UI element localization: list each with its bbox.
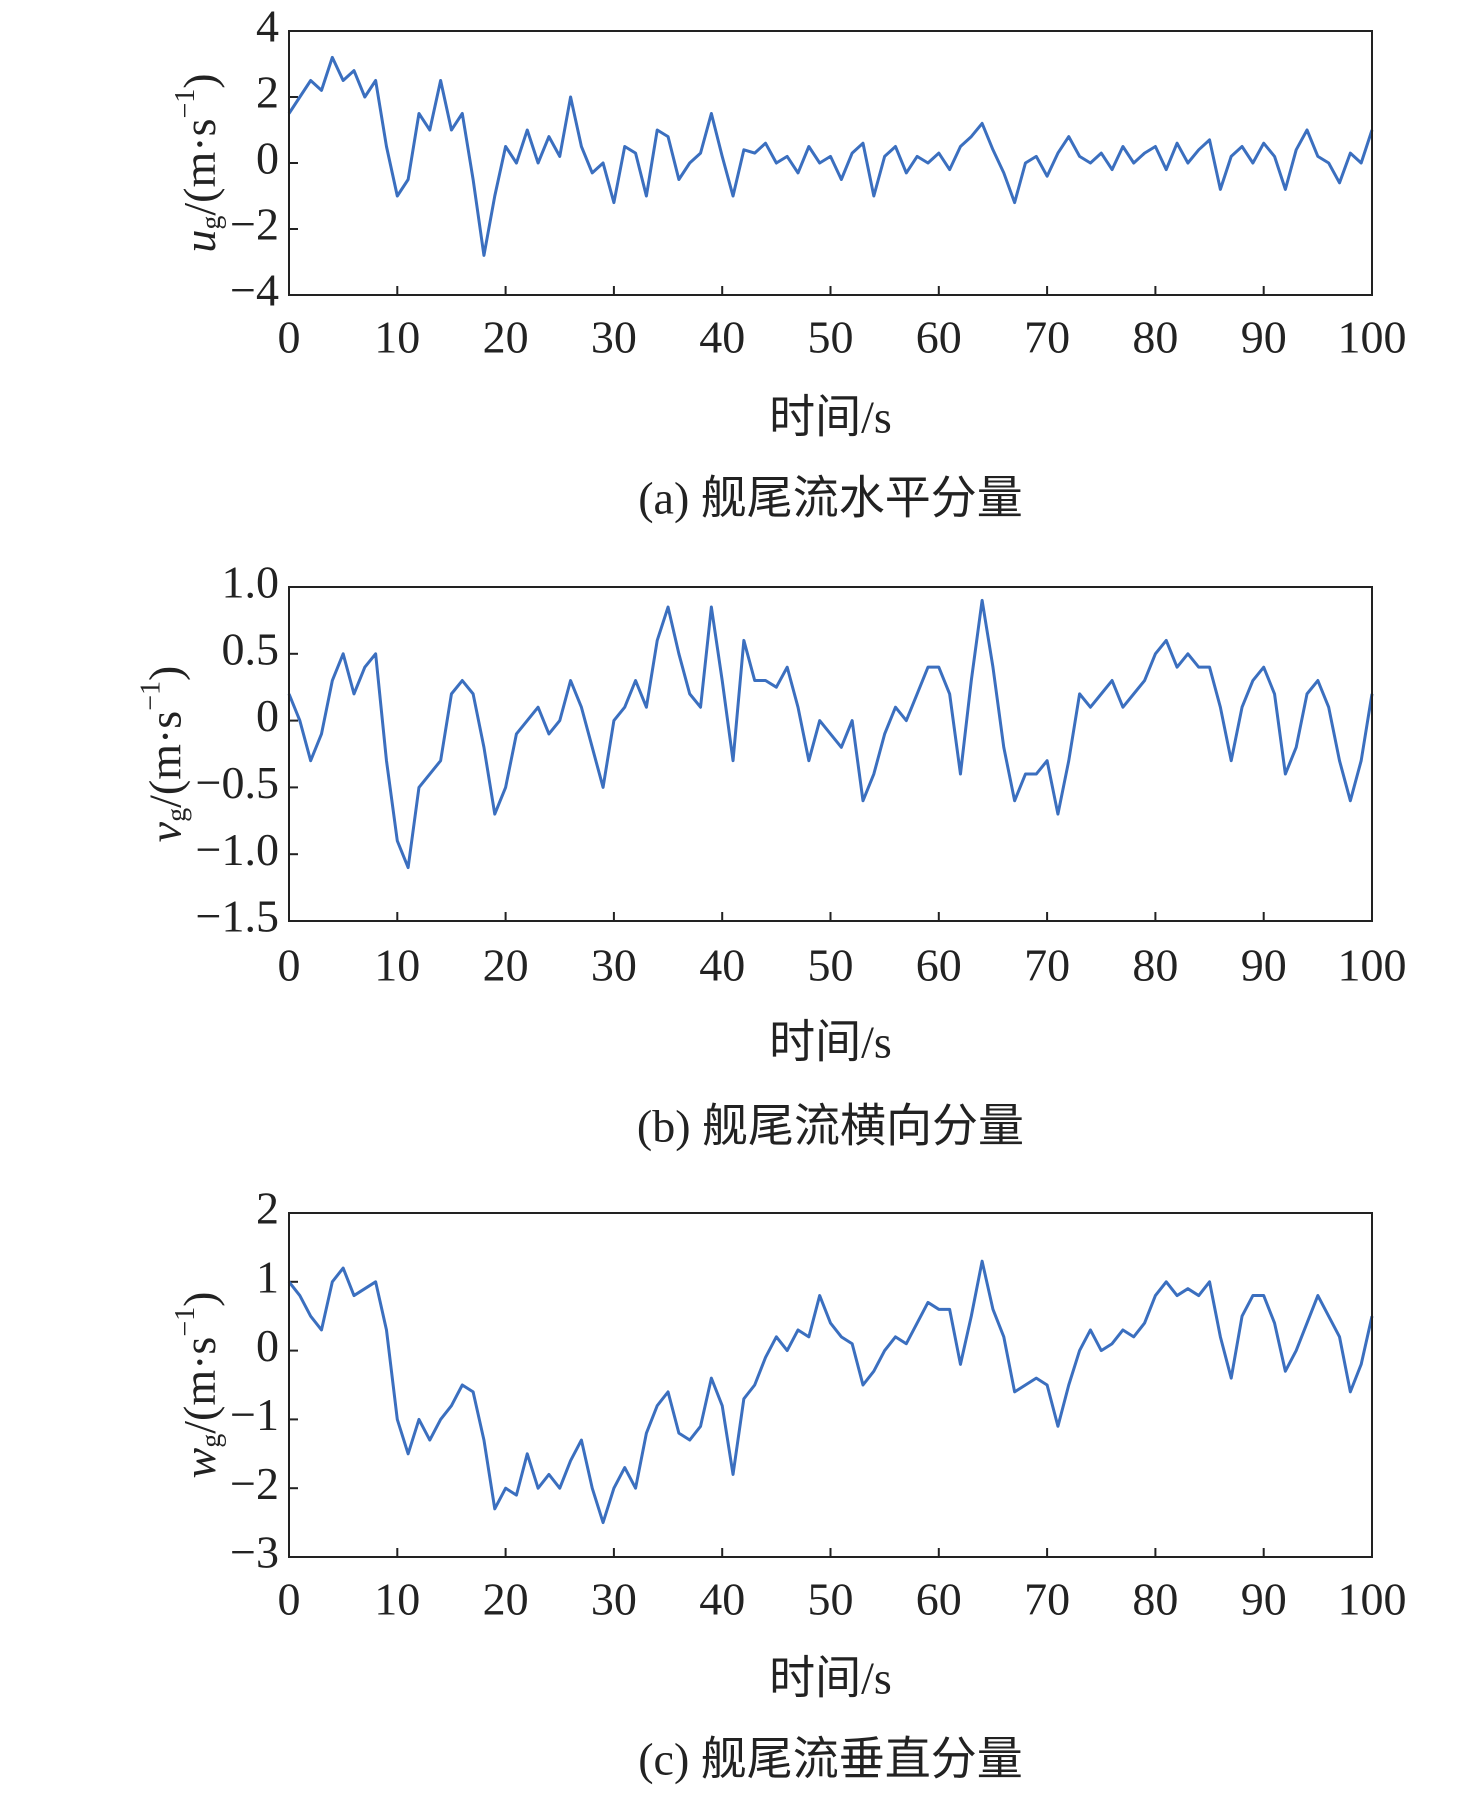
x-tick-label: 100 bbox=[1338, 312, 1407, 363]
x-tick-label: 30 bbox=[591, 940, 637, 991]
x-tick-label: 70 bbox=[1024, 312, 1070, 363]
y-label-symbol: v bbox=[139, 821, 190, 842]
y-label-symbol: w bbox=[174, 1447, 225, 1478]
x-tick-label: 10 bbox=[374, 312, 420, 363]
y-label-unit: /(m·s bbox=[139, 711, 190, 808]
x-tick-label: 80 bbox=[1132, 312, 1178, 363]
y-label-sub: g bbox=[196, 216, 227, 230]
x-tick-label: 90 bbox=[1241, 1574, 1287, 1625]
x-tick-label: 40 bbox=[699, 1574, 745, 1625]
x-tick-label: 100 bbox=[1338, 1574, 1407, 1625]
y-tick-label: −3 bbox=[230, 1527, 279, 1578]
y-label-end: ) bbox=[174, 73, 225, 88]
x-tick-label: 10 bbox=[374, 1574, 420, 1625]
caption: (c) 舰尾流垂直分量 bbox=[638, 1734, 1023, 1785]
x-tick-label: 0 bbox=[278, 1574, 301, 1625]
y-tick-label: −4 bbox=[230, 265, 279, 316]
x-tick-label: 100 bbox=[1338, 940, 1407, 991]
y-axis-label: wg/(m·s−1) bbox=[170, 1292, 227, 1479]
y-label-end: ) bbox=[139, 666, 190, 681]
y-tick-label: 0 bbox=[256, 1320, 279, 1371]
x-tick-label: 50 bbox=[808, 312, 854, 363]
x-tick-label: 30 bbox=[591, 1574, 637, 1625]
y-label-end: ) bbox=[174, 1292, 225, 1307]
y-label-unit: /(m·s bbox=[174, 1337, 225, 1434]
y-tick-label: 0.5 bbox=[222, 623, 280, 674]
x-tick-label: 40 bbox=[699, 312, 745, 363]
y-label-symbol: u bbox=[174, 230, 225, 253]
y-tick-label: −2 bbox=[230, 199, 279, 250]
x-tick-label: 90 bbox=[1241, 940, 1287, 991]
x-tick-label: 0 bbox=[278, 312, 301, 363]
caption: (a) 舰尾流水平分量 bbox=[638, 473, 1023, 524]
x-axis-label: 时间/s bbox=[769, 392, 892, 443]
caption: (b) 舰尾流横向分量 bbox=[637, 1101, 1024, 1152]
x-tick-label: 0 bbox=[278, 940, 301, 991]
x-tick-label: 70 bbox=[1024, 940, 1070, 991]
y-tick-label: 4 bbox=[256, 1, 279, 52]
x-tick-label: 80 bbox=[1132, 1574, 1178, 1625]
x-tick-label: 50 bbox=[808, 1574, 854, 1625]
x-tick-label: 60 bbox=[916, 1574, 962, 1625]
x-tick-label: 60 bbox=[916, 940, 962, 991]
y-label-unit: /(m·s bbox=[174, 119, 225, 216]
y-tick-label: −0.5 bbox=[196, 757, 279, 808]
data-line bbox=[287, 1259, 1374, 1525]
x-tick-label: 20 bbox=[483, 312, 529, 363]
data-line bbox=[287, 55, 1374, 257]
x-tick-label: 80 bbox=[1132, 940, 1178, 991]
y-label-sub: g bbox=[196, 1434, 227, 1448]
plot-frame bbox=[288, 586, 1373, 922]
x-tick-label: 70 bbox=[1024, 1574, 1070, 1625]
x-tick-label: 40 bbox=[699, 940, 745, 991]
y-tick-label: −1.0 bbox=[196, 824, 279, 875]
x-tick-label: 60 bbox=[916, 312, 962, 363]
x-axis-label: 时间/s bbox=[769, 1653, 892, 1704]
y-tick-label: 1 bbox=[256, 1251, 279, 1302]
y-tick-label: −1 bbox=[230, 1389, 279, 1440]
plot-frame bbox=[288, 1212, 1373, 1558]
x-tick-label: 90 bbox=[1241, 312, 1287, 363]
plot-frame bbox=[288, 30, 1373, 296]
y-tick-label: 0 bbox=[256, 690, 279, 741]
y-tick-label: −2 bbox=[230, 1458, 279, 1509]
x-tick-label: 30 bbox=[591, 312, 637, 363]
y-tick-label: 2 bbox=[256, 67, 279, 118]
x-tick-label: 20 bbox=[483, 940, 529, 991]
y-label-sup: −1 bbox=[136, 681, 167, 711]
y-tick-label: 1.0 bbox=[222, 557, 280, 608]
x-tick-label: 50 bbox=[808, 940, 854, 991]
x-tick-label: 10 bbox=[374, 940, 420, 991]
y-tick-label: −1.5 bbox=[196, 891, 279, 942]
x-tick-label: 20 bbox=[483, 1574, 529, 1625]
y-label-sup: −1 bbox=[170, 89, 201, 119]
y-tick-label: 2 bbox=[256, 1183, 279, 1234]
y-tick-label: 0 bbox=[256, 133, 279, 184]
y-axis-label: vg/(m·s−1) bbox=[136, 666, 193, 843]
y-label-sub: g bbox=[162, 808, 193, 822]
y-axis-label: ug/(m·s−1) bbox=[170, 73, 227, 252]
y-label-sup: −1 bbox=[170, 1307, 201, 1337]
data-line bbox=[287, 598, 1374, 870]
x-axis-label: 时间/s bbox=[769, 1017, 892, 1068]
